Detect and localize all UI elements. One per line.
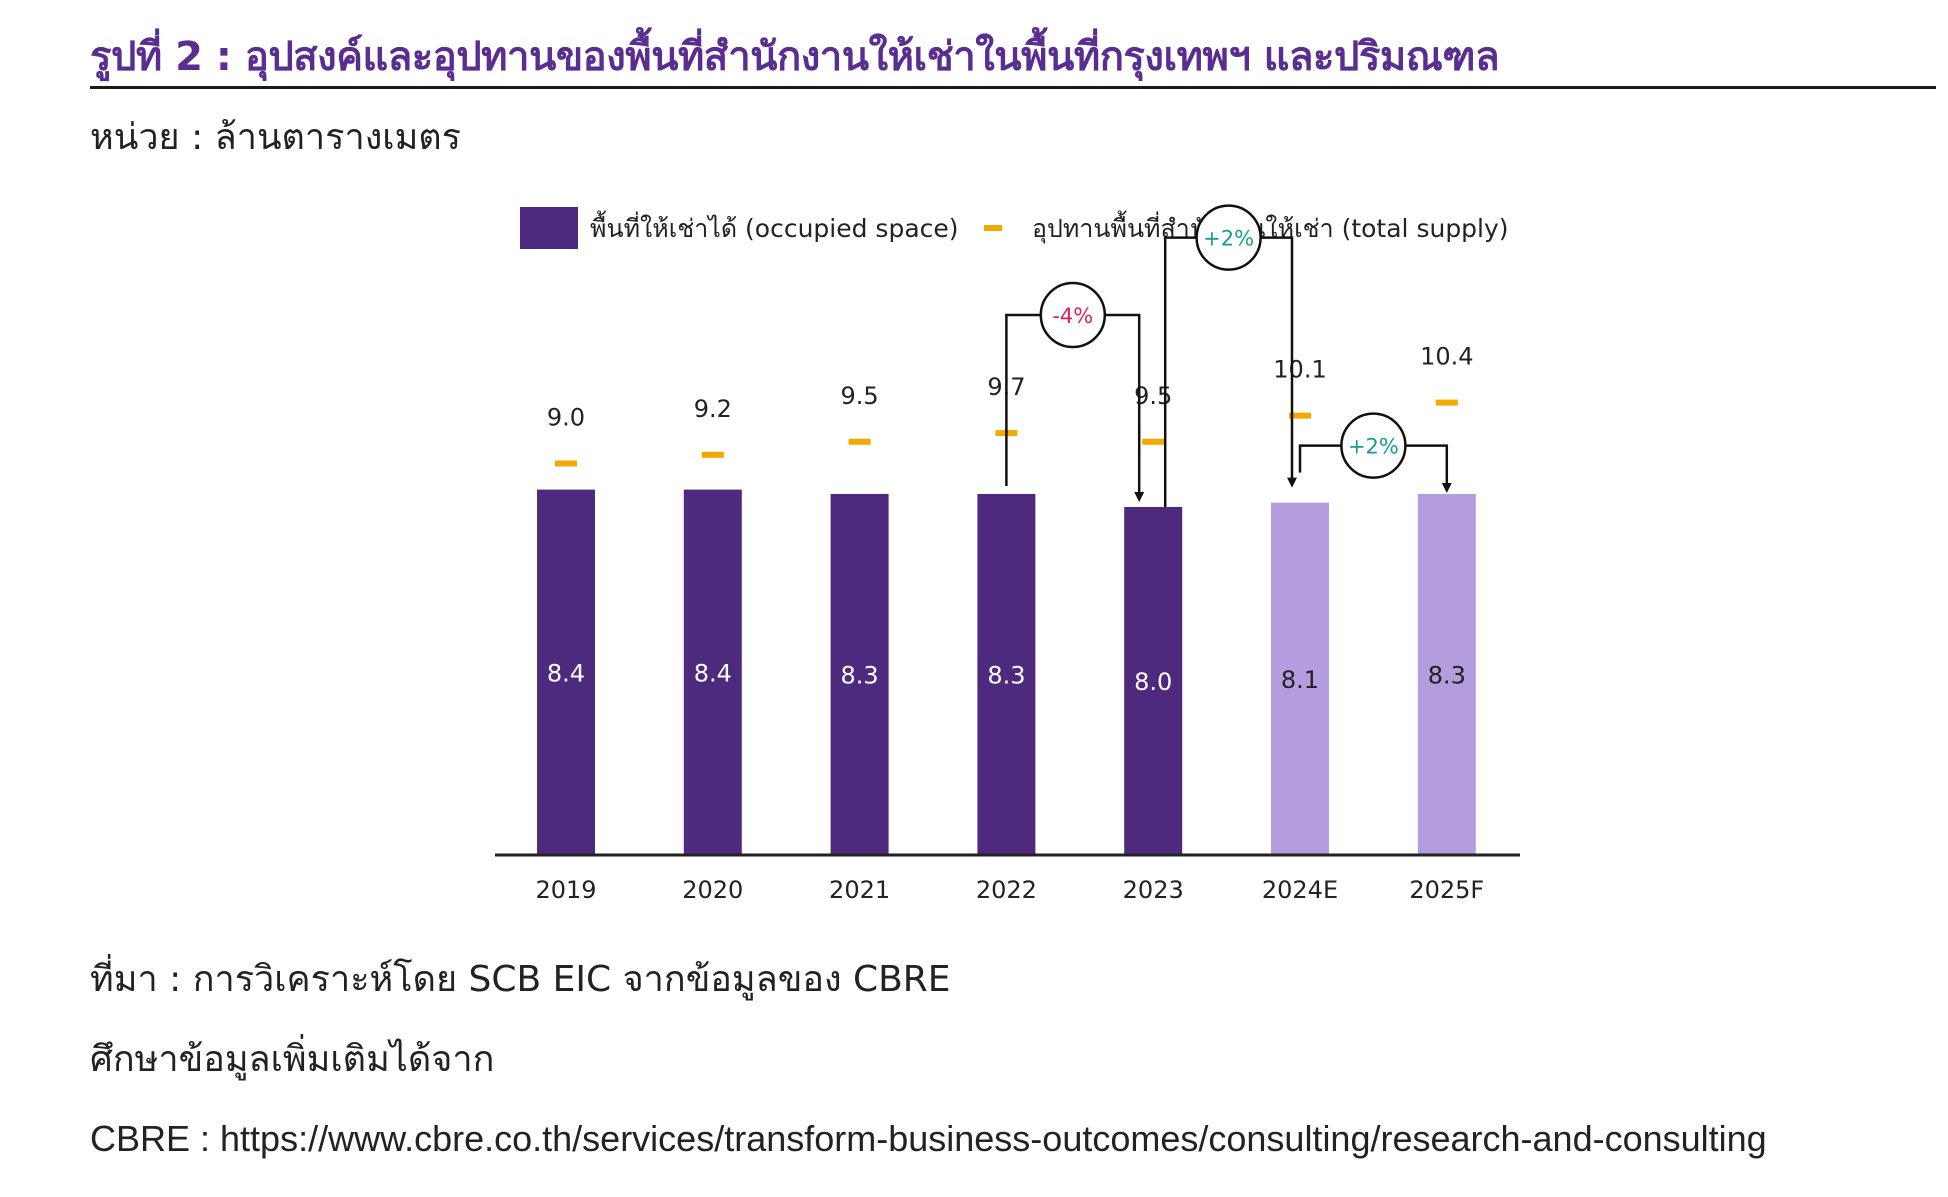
bar-2024E: [1271, 502, 1329, 855]
change-badge-1: [1039, 281, 1107, 349]
x-tick-2025F: 2025F: [1409, 876, 1484, 904]
supply-value-label-2025F: 10.4: [1420, 343, 1473, 371]
x-axis-tick-labels: 2019 2020 2021 2022 2023 2024E 2025F: [535, 876, 1484, 904]
supply-marker-2025F: [1435, 399, 1458, 406]
x-tick-2024E: 2024E: [1262, 876, 1338, 904]
x-tick-2019: 2019: [535, 876, 596, 904]
bar-value-label-2024E: 8.1: [1281, 666, 1319, 694]
unit-label: หน่วย : ล้านตารางเมตร: [90, 117, 462, 158]
more-info-note: ศึกษาข้อมูลเพิ่มเติมได้จาก: [90, 1039, 495, 1080]
occupied-vs-supply-bar-chart: พื้นที่ให้เช่าได้ (occupied space) อุปทา…: [495, 204, 1520, 904]
bar-value-label-2023: 8.0: [1134, 668, 1172, 696]
change-label-3: +2%: [1348, 435, 1399, 459]
supply-marker-2019: [555, 460, 577, 467]
bar-value-label-2019: 8.4: [547, 659, 585, 687]
supply-value-label-2019: 9.0: [547, 404, 585, 432]
supply-value-label-2020: 9.2: [694, 395, 732, 423]
supply-value-label-2021: 9.5: [841, 382, 879, 410]
source-note: ที่มา : การวิเคราะห์โดย SCB EIC จากข้อมู…: [90, 959, 951, 1000]
chart-legend: พื้นที่ให้เช่าได้ (occupied space) อุปทา…: [520, 207, 1509, 249]
change-label-2: +2%: [1203, 227, 1254, 251]
legend-swatch-supply: [984, 225, 1002, 231]
bar-value-label-2025F: 8.3: [1428, 661, 1466, 689]
supply-marker-2020: [701, 451, 724, 458]
supply-marker-2024E: [1289, 412, 1311, 419]
x-tick-2021: 2021: [829, 876, 890, 904]
supply-marker-2021: [848, 438, 871, 445]
supply-value-label-2024E: 10.1: [1273, 356, 1326, 384]
x-tick-2020: 2020: [682, 876, 743, 904]
bar-2023: [1124, 507, 1183, 855]
change-label-1: -4%: [1052, 304, 1093, 328]
bar-value-label-2020: 8.4: [694, 659, 732, 687]
change-annotations: -4% +2% +2%: [1005, 204, 1452, 507]
bar-2025F: [1417, 493, 1476, 855]
change-badge-3: [1340, 412, 1407, 479]
marker-series-supply: 9.0 9.2 9.5 9.7 9.510.1 10.4: [547, 343, 1474, 467]
x-tick-2022: 2022: [976, 876, 1037, 904]
bar-series-occupied: 8.4 8.4 8.3 8.3 8.0 8.1 8.3: [537, 489, 1476, 855]
legend-swatch-occupied: [520, 207, 578, 249]
bar-2022: [977, 493, 1036, 855]
x-tick-2023: 2023: [1123, 876, 1184, 904]
legend-label-occupied: พื้นที่ให้เช่าได้ (occupied space): [590, 210, 959, 243]
supply-marker-2023: [1142, 438, 1165, 445]
bar-value-label-2021: 8.3: [841, 661, 879, 689]
bar-2020: [683, 489, 742, 855]
figure-title: รูปที่ 2 : อุปสงค์และอุปทานของพื้นที่สำน…: [90, 34, 1500, 80]
bar-value-label-2022: 8.3: [987, 661, 1025, 689]
reference-link[interactable]: CBRE : https://www.cbre.co.th/services/t…: [90, 1118, 1767, 1159]
title-underline: [90, 86, 1936, 89]
change-badge-2: [1195, 204, 1262, 271]
bar-2019: [537, 489, 595, 855]
bar-2021: [830, 493, 889, 855]
